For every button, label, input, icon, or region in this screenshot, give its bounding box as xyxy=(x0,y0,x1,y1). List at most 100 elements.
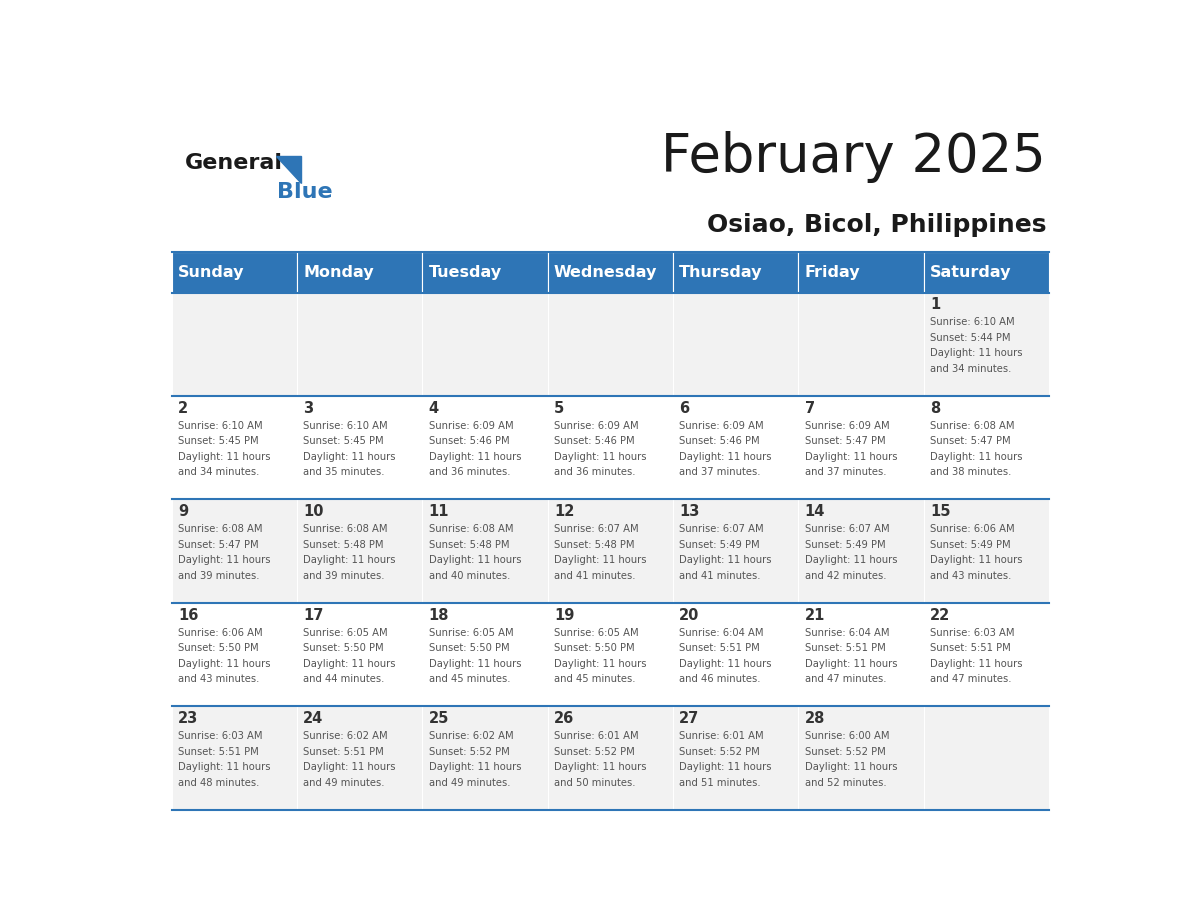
Text: and 49 minutes.: and 49 minutes. xyxy=(429,778,510,788)
Text: 4: 4 xyxy=(429,401,438,416)
Text: and 41 minutes.: and 41 minutes. xyxy=(680,571,760,581)
Bar xyxy=(297,252,422,293)
Text: Daylight: 11 hours: Daylight: 11 hours xyxy=(554,555,646,565)
Text: Sunrise: 6:00 AM: Sunrise: 6:00 AM xyxy=(804,732,889,741)
Bar xyxy=(923,252,1049,293)
Text: Daylight: 11 hours: Daylight: 11 hours xyxy=(680,659,772,669)
Text: Sunrise: 6:03 AM: Sunrise: 6:03 AM xyxy=(930,628,1015,638)
Text: and 45 minutes.: and 45 minutes. xyxy=(554,675,636,685)
Text: Sunrise: 6:02 AM: Sunrise: 6:02 AM xyxy=(429,732,513,741)
Text: Osiao, Bicol, Philippines: Osiao, Bicol, Philippines xyxy=(707,213,1047,237)
Text: 19: 19 xyxy=(554,608,574,623)
Bar xyxy=(798,293,923,396)
Text: Sunday: Sunday xyxy=(178,264,245,279)
Text: Sunrise: 6:09 AM: Sunrise: 6:09 AM xyxy=(804,420,890,431)
Text: Sunrise: 6:02 AM: Sunrise: 6:02 AM xyxy=(303,732,388,741)
Text: Sunrise: 6:03 AM: Sunrise: 6:03 AM xyxy=(178,732,263,741)
Text: Sunrise: 6:05 AM: Sunrise: 6:05 AM xyxy=(554,628,639,638)
Bar xyxy=(171,396,297,499)
Text: Sunrise: 6:10 AM: Sunrise: 6:10 AM xyxy=(303,420,388,431)
Text: Daylight: 11 hours: Daylight: 11 hours xyxy=(930,348,1023,358)
Text: 8: 8 xyxy=(930,401,940,416)
Text: 14: 14 xyxy=(804,505,826,520)
Text: and 36 minutes.: and 36 minutes. xyxy=(429,467,510,477)
Text: Sunset: 5:47 PM: Sunset: 5:47 PM xyxy=(804,436,885,446)
Text: Sunrise: 6:09 AM: Sunrise: 6:09 AM xyxy=(554,420,639,431)
Text: 12: 12 xyxy=(554,505,574,520)
Text: Sunset: 5:51 PM: Sunset: 5:51 PM xyxy=(804,644,885,654)
Text: Sunrise: 6:04 AM: Sunrise: 6:04 AM xyxy=(680,628,764,638)
Text: 15: 15 xyxy=(930,505,950,520)
Text: Daylight: 11 hours: Daylight: 11 hours xyxy=(178,452,271,462)
Text: 25: 25 xyxy=(429,711,449,726)
Text: 17: 17 xyxy=(303,608,323,623)
Text: Sunset: 5:51 PM: Sunset: 5:51 PM xyxy=(680,644,760,654)
Text: Sunset: 5:46 PM: Sunset: 5:46 PM xyxy=(554,436,634,446)
Text: Daylight: 11 hours: Daylight: 11 hours xyxy=(804,762,897,772)
Text: Sunrise: 6:10 AM: Sunrise: 6:10 AM xyxy=(178,420,263,431)
Text: Sunset: 5:51 PM: Sunset: 5:51 PM xyxy=(930,644,1011,654)
Text: Sunset: 5:47 PM: Sunset: 5:47 PM xyxy=(930,436,1011,446)
Text: 3: 3 xyxy=(303,401,314,416)
Bar xyxy=(672,293,798,396)
Text: and 52 minutes.: and 52 minutes. xyxy=(804,778,886,788)
Text: Sunrise: 6:04 AM: Sunrise: 6:04 AM xyxy=(804,628,889,638)
Bar xyxy=(422,707,548,810)
Text: 16: 16 xyxy=(178,608,198,623)
Text: Sunrise: 6:05 AM: Sunrise: 6:05 AM xyxy=(429,628,513,638)
Text: Sunset: 5:50 PM: Sunset: 5:50 PM xyxy=(429,644,510,654)
Text: Daylight: 11 hours: Daylight: 11 hours xyxy=(804,452,897,462)
Bar xyxy=(798,252,923,293)
Text: 22: 22 xyxy=(930,608,950,623)
Text: Daylight: 11 hours: Daylight: 11 hours xyxy=(680,452,772,462)
Text: Daylight: 11 hours: Daylight: 11 hours xyxy=(303,762,396,772)
Bar xyxy=(297,396,422,499)
Bar xyxy=(672,396,798,499)
Text: and 34 minutes.: and 34 minutes. xyxy=(930,364,1011,374)
Text: Sunset: 5:52 PM: Sunset: 5:52 PM xyxy=(429,746,510,756)
Text: Sunset: 5:50 PM: Sunset: 5:50 PM xyxy=(303,644,384,654)
Text: 13: 13 xyxy=(680,505,700,520)
Bar xyxy=(798,396,923,499)
Text: Daylight: 11 hours: Daylight: 11 hours xyxy=(804,659,897,669)
Bar xyxy=(422,252,548,293)
Bar xyxy=(798,603,923,707)
Text: Sunrise: 6:08 AM: Sunrise: 6:08 AM xyxy=(303,524,387,534)
Text: Sunrise: 6:05 AM: Sunrise: 6:05 AM xyxy=(303,628,388,638)
Bar xyxy=(171,293,297,396)
Text: 28: 28 xyxy=(804,711,826,726)
Text: Sunrise: 6:08 AM: Sunrise: 6:08 AM xyxy=(429,524,513,534)
Text: Daylight: 11 hours: Daylight: 11 hours xyxy=(303,659,396,669)
Text: 23: 23 xyxy=(178,711,198,726)
Bar xyxy=(923,499,1049,603)
Bar xyxy=(422,396,548,499)
Text: Sunrise: 6:06 AM: Sunrise: 6:06 AM xyxy=(930,524,1015,534)
Text: 21: 21 xyxy=(804,608,826,623)
Text: Daylight: 11 hours: Daylight: 11 hours xyxy=(178,659,271,669)
Text: Sunset: 5:44 PM: Sunset: 5:44 PM xyxy=(930,333,1011,342)
Text: Sunrise: 6:01 AM: Sunrise: 6:01 AM xyxy=(554,732,639,741)
Text: Daylight: 11 hours: Daylight: 11 hours xyxy=(554,452,646,462)
Text: Sunrise: 6:06 AM: Sunrise: 6:06 AM xyxy=(178,628,263,638)
Text: 9: 9 xyxy=(178,505,188,520)
Text: Monday: Monday xyxy=(303,264,374,279)
Text: Sunset: 5:48 PM: Sunset: 5:48 PM xyxy=(429,540,510,550)
Text: Sunrise: 6:07 AM: Sunrise: 6:07 AM xyxy=(804,524,890,534)
Bar xyxy=(923,396,1049,499)
Text: Daylight: 11 hours: Daylight: 11 hours xyxy=(804,555,897,565)
Bar xyxy=(798,707,923,810)
Text: and 47 minutes.: and 47 minutes. xyxy=(930,675,1011,685)
Text: and 41 minutes.: and 41 minutes. xyxy=(554,571,636,581)
Text: Daylight: 11 hours: Daylight: 11 hours xyxy=(680,555,772,565)
Bar xyxy=(548,603,672,707)
Text: Sunset: 5:46 PM: Sunset: 5:46 PM xyxy=(429,436,510,446)
Bar xyxy=(923,293,1049,396)
Text: 24: 24 xyxy=(303,711,323,726)
Text: Sunset: 5:49 PM: Sunset: 5:49 PM xyxy=(680,540,760,550)
Text: Sunrise: 6:09 AM: Sunrise: 6:09 AM xyxy=(429,420,513,431)
Text: Sunrise: 6:10 AM: Sunrise: 6:10 AM xyxy=(930,318,1015,328)
Text: Daylight: 11 hours: Daylight: 11 hours xyxy=(429,555,522,565)
Bar xyxy=(672,252,798,293)
Text: Sunset: 5:48 PM: Sunset: 5:48 PM xyxy=(303,540,384,550)
Text: Sunrise: 6:07 AM: Sunrise: 6:07 AM xyxy=(680,524,764,534)
